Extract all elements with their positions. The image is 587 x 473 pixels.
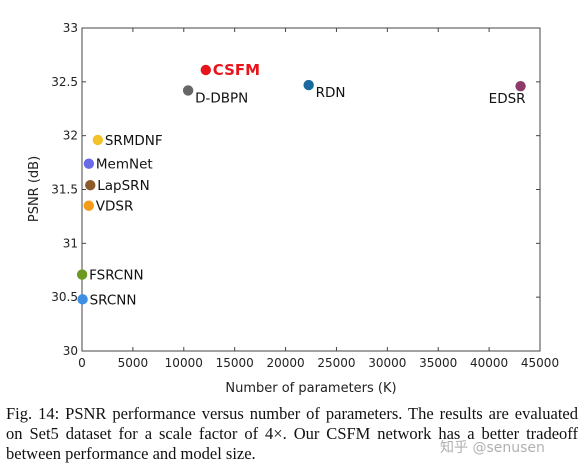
point-label-lapsrn: LapSRN [97, 178, 149, 194]
point-label-d-dbpn: D-DBPN [195, 90, 248, 106]
point-label-srmdnf: SRMDNF [105, 133, 163, 149]
y-tick-label: 31.5 [51, 183, 78, 197]
data-points: SRCNN FSRCNN VDSR LapSRN MemNet SRMDNF D-DBPN C… [76, 61, 526, 308]
y-tick-label: 33 [63, 21, 78, 35]
x-tick-label: 40000 [470, 356, 508, 370]
axis-ticks: 0 5000 10000 15000 20000 25000 30000 35000 40000… [51, 21, 559, 370]
y-axis-label: PSNR (dB) [27, 156, 42, 222]
data-point-csfm [200, 64, 211, 76]
data-point-vdsr [83, 200, 94, 211]
x-tick-label: 20000 [266, 356, 304, 370]
point-label-fsrcnn: FSRCNN [89, 268, 143, 284]
watermark: 知乎 @senusen [440, 440, 545, 456]
x-tick-label: 5000 [118, 356, 149, 370]
data-point-memnet [83, 158, 95, 169]
y-tick-label: 32.5 [51, 75, 78, 89]
x-tick-label: 30000 [368, 356, 406, 370]
x-tick-label: 35000 [419, 356, 457, 370]
x-tick-label: 0 [78, 356, 86, 370]
x-tick-label: 10000 [165, 356, 203, 370]
y-tick-label: 30.5 [51, 290, 78, 304]
y-tick-label: 32 [63, 129, 78, 143]
point-label-vdsr: VDSR [96, 199, 134, 215]
data-point-srmdnf [92, 134, 104, 146]
x-tick-label: 25000 [317, 356, 355, 370]
data-point-rdn [303, 79, 314, 91]
point-label-memnet: MemNet [96, 157, 153, 173]
point-label-csfm: CSFM [213, 61, 260, 79]
point-label-rdn: RDN [316, 85, 346, 101]
x-tick-label: 45000 [521, 356, 559, 370]
data-point-srcnn [77, 294, 88, 305]
point-label-edsr: EDSR [489, 91, 526, 107]
point-label-srcnn: SRCNN [90, 292, 137, 308]
figure-caption: Fig. 14: PSNR performance versus number … [6, 404, 578, 463]
plot-area [81, 27, 541, 352]
y-tick-label: 30 [63, 344, 78, 358]
psnr-vs-params-chart: 0 5000 10000 15000 20000 25000 30000 35000 40000… [27, 21, 559, 396]
x-tick-label: 15000 [216, 356, 254, 370]
y-tick-label: 31 [63, 236, 78, 250]
data-point-fsrcnn [76, 269, 88, 280]
data-point-lapsrn [85, 179, 96, 191]
x-axis-label: Number of parameters (K) [225, 381, 396, 396]
data-point-d-dbpn [182, 85, 194, 96]
data-point-edsr [515, 80, 526, 92]
